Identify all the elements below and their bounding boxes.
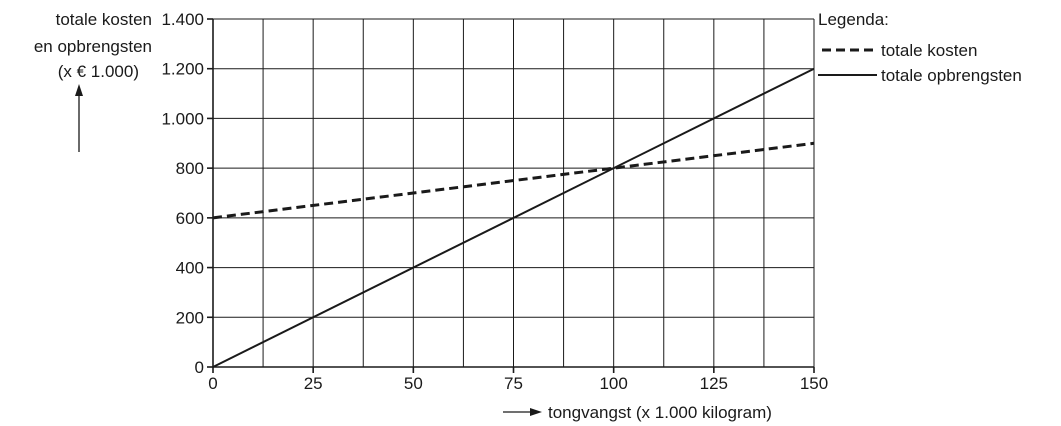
tick-labels: 0 200 400 600 800 1.000 1.200 1.400 0 25 50 75 100 12… [161,10,828,393]
y-axis-title: totale kosten en opbrengsten (x € 1.000) [34,10,152,81]
y-tick-label: 1.200 [161,60,204,79]
x-tick-label: 50 [404,374,423,393]
x-axis-arrow-icon [503,408,542,416]
y-tick-label: 0 [195,358,204,377]
y-axis-title-line-1: totale kosten [56,10,152,29]
y-tick-label: 200 [176,308,204,327]
y-tick-label: 400 [176,259,204,278]
grid-lines [213,18,815,367]
x-tick-label: 0 [208,374,217,393]
series-line-revenue [212,67,815,368]
y-axis-title-line-2: en opbrengsten [34,37,152,56]
x-axis-title: tongvangst (x 1.000 kilogram) [548,403,772,422]
x-tick-label: 100 [599,374,627,393]
y-tick-label: 1.000 [161,109,204,128]
legend-label-costs: totale kosten [881,41,977,60]
legend-title: Legenda: [818,10,889,29]
legend-label-revenue: totale opbrengsten [881,66,1022,85]
legend: Legenda: totale kosten totale opbrengste… [818,10,1022,85]
series-lines [212,67,815,368]
y-axis-arrow-icon [75,84,83,152]
x-tick-label: 75 [504,374,523,393]
x-tick-label: 150 [800,374,828,393]
x-tick-label: 25 [304,374,323,393]
series-line-costs [212,141,815,220]
y-tick-label: 1.400 [161,10,204,29]
x-tick-label: 125 [700,374,728,393]
y-tick-label: 800 [176,159,204,178]
y-tick-label: 600 [176,209,204,228]
axes [207,18,815,373]
y-axis-title-line-3: (x € 1.000) [58,62,139,81]
